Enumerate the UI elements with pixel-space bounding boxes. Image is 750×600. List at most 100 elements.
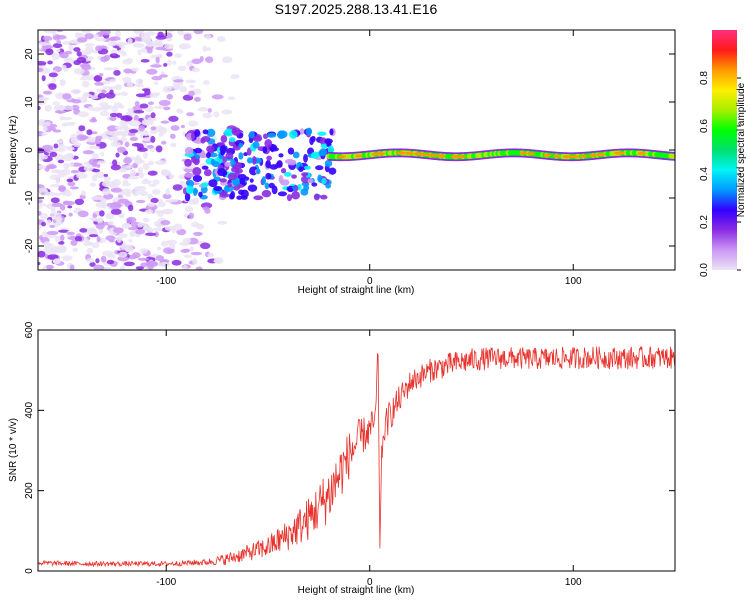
spectrogram-noise-blob (38, 105, 41, 111)
spectrogram-noise-blob (45, 191, 56, 197)
spectrogram-noise-blob (197, 107, 208, 112)
spectrogram-noise-blob (117, 191, 126, 196)
spectrogram-noise-blob (188, 90, 195, 97)
spectrogram-noise-blob (128, 226, 138, 231)
spectrogram-noise-blob (118, 104, 125, 109)
spectrogram-noise-blob (145, 40, 155, 47)
snr-y-tick-label: 0 (24, 568, 35, 574)
spectrogram-noise-blob (162, 209, 172, 214)
spectrogram-noise-blob (183, 254, 192, 259)
spectrogram-band-peak (596, 153, 605, 157)
spectrogram-noise-blob (166, 93, 173, 100)
spectrogram-transition-blob (305, 127, 313, 136)
spectrogram-noise-blob (46, 219, 52, 226)
spectrogram-noise-blob (135, 229, 146, 235)
spectrogram-noise-blob (70, 170, 80, 174)
spectrogram-noise-blob (158, 262, 170, 268)
spectrogram-transition-blob (251, 155, 257, 165)
spectrogram-noise-blob (160, 71, 165, 75)
spectrogram-noise-blob (59, 115, 65, 121)
spectrogram-noise-blob (87, 106, 95, 111)
spectrogram-noise-blob (66, 231, 75, 236)
spectrogram-noise-blob (41, 75, 46, 82)
spectrogram-noise-blob (56, 139, 64, 144)
spectrogram-y-tick-label: 10 (24, 96, 35, 108)
spectrogram-noise-blob (128, 129, 139, 134)
spectrogram-noise-blob (57, 110, 64, 114)
spectrogram-transition-blob (246, 157, 254, 164)
spectrogram-noise-blob (65, 152, 75, 160)
spectrogram-noise-blob (107, 253, 116, 259)
spectrogram-noise-blob (205, 33, 212, 40)
spectrogram-transition-blob (210, 158, 216, 166)
spectrogram-noise-blob (38, 96, 50, 101)
spectrogram-noise-blob (155, 56, 160, 64)
spectrogram-noise-blob (95, 160, 107, 164)
spectrogram-noise-blob (55, 49, 61, 53)
spectrogram-noise-blob (166, 37, 173, 42)
spectrogram-transition-blob (298, 166, 304, 173)
spectrogram-noise-blob (38, 187, 48, 193)
spectrogram-noise-blob (104, 130, 114, 135)
spectrogram-transition-blob (231, 127, 241, 136)
spectrogram-noise-blob (155, 145, 163, 153)
spectrogram-noise-blob (66, 121, 75, 126)
spectrogram-noise-blob (52, 101, 61, 106)
spectrogram-noise-blob (92, 213, 98, 218)
snr-x-tick-label: 0 (367, 577, 373, 588)
spectrogram-noise-blob (42, 265, 48, 270)
spectrogram-noise-blob (53, 222, 61, 227)
spectrogram-transition-blob (243, 152, 248, 157)
spectrogram-noise-blob (146, 193, 153, 199)
spectrogram-transition-blob (280, 168, 287, 174)
spectrogram-noise-blob (92, 218, 103, 222)
spectrogram-noise-blob (145, 114, 150, 119)
spectrogram-transition-blob (206, 152, 211, 159)
spectrogram-noise-blob (129, 137, 139, 142)
spectrogram-noise-blob (89, 261, 96, 267)
spectrogram-noise-blob (74, 198, 85, 206)
spectrogram-noise-blob (116, 146, 126, 153)
spectrogram-noise-blob (93, 75, 103, 82)
spectrogram-noise-blob (79, 77, 87, 81)
spectrogram-noise-blob (102, 188, 111, 196)
spectrogram-noise-blob (56, 40, 62, 45)
snr-y-tick-label: 400 (24, 402, 35, 419)
spectrogram-noise-blob (150, 135, 156, 143)
spectrogram-noise-blob (157, 31, 164, 38)
spectrogram-noise-blob (90, 95, 99, 100)
spectrogram-noise-blob (202, 45, 207, 52)
spectrogram-noise-blob (143, 137, 151, 142)
spectrogram-noise-blob (164, 43, 175, 50)
spectrogram-noise-blob (108, 40, 117, 47)
spectrogram-transition-blob (195, 153, 200, 160)
spectrogram-noise-blob (82, 150, 95, 155)
spectrogram-noise-blob (116, 112, 123, 118)
spectrogram-noise-blob (157, 211, 164, 217)
spectrogram-noise-blob (150, 197, 159, 204)
spectrogram-noise-blob (182, 237, 192, 244)
spectrogram-noise-blob (41, 44, 54, 49)
spectrogram-noise-blob (51, 53, 60, 61)
spectrogram-noise-blob (154, 231, 159, 238)
spectrogram-noise-blob (171, 259, 182, 266)
spectrogram-transition-blob (202, 129, 209, 135)
spectrogram-transition-blob (325, 183, 332, 189)
spectrogram-noise-blob (150, 112, 156, 119)
spectrogram-noise-blob (158, 127, 168, 134)
spectrogram-transition-blob (194, 129, 201, 137)
spectrogram-noise-blob (50, 207, 56, 214)
spectrogram-transition-blob (192, 187, 198, 196)
spectrogram-noise-blob (58, 229, 70, 233)
spectrogram-transition-blob (192, 167, 202, 176)
spectrogram-noise-blob (135, 185, 147, 192)
spectrogram-noise-blob (157, 201, 166, 207)
spectrogram-noise-blob (88, 145, 101, 150)
spectrogram-noise-blob (59, 51, 69, 59)
spectrogram-transition-blob (261, 176, 267, 185)
spectrogram-noise-blob (149, 129, 158, 134)
colorbar-tick-label: 0.6 (699, 119, 710, 133)
spectrogram-noise-blob (50, 197, 60, 204)
spectrogram-noise-blob (146, 68, 158, 75)
spectrogram-transition-blob (265, 172, 272, 180)
